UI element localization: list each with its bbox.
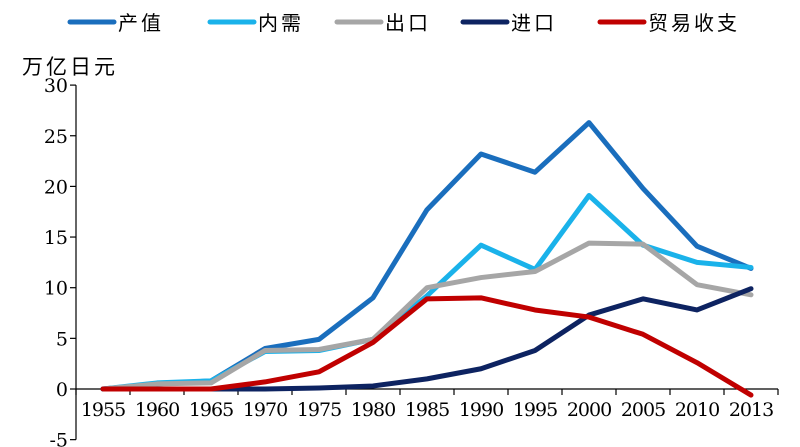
x-tick-label: 1995 <box>513 399 557 421</box>
y-tick-label: 15 <box>44 227 68 249</box>
legend-item: 内需 <box>207 11 304 35</box>
legend-item: 出口 <box>334 11 431 35</box>
legend-item: 产值 <box>67 11 164 35</box>
legend-label: 内需 <box>258 11 304 35</box>
x-tick-label: 1955 <box>81 399 125 421</box>
y-tick-label: 20 <box>44 176 68 198</box>
series-line-0 <box>100 120 754 392</box>
x-tick-label: 2013 <box>729 399 773 421</box>
y-tick-label: 0 <box>56 379 68 401</box>
x-tick-label: 2005 <box>621 399 665 421</box>
axes: -5 0 5 10 15 20 25 30 1955 1960 1965 1970 1975 1980 19… <box>44 75 779 447</box>
x-tick-label: 1975 <box>297 399 341 421</box>
y-tick-label: -5 <box>49 430 68 447</box>
x-tick-label: 1985 <box>405 399 449 421</box>
legend-label: 进口 <box>511 11 557 35</box>
x-tick-label: 2000 <box>567 399 611 421</box>
x-tick-label: 1990 <box>459 399 503 421</box>
y-tick-label: 5 <box>56 328 68 350</box>
x-tick-label: 1965 <box>189 399 233 421</box>
series-line-2 <box>100 240 754 392</box>
series-lines <box>100 120 754 398</box>
legend-label: 产值 <box>118 11 164 35</box>
x-tick-label: 1970 <box>243 399 287 421</box>
x-tick-label: 1960 <box>135 399 179 421</box>
series-line-4 <box>100 295 754 398</box>
legend: 产值 内需 出口 进口 贸易收支 <box>67 11 740 35</box>
legend-label: 出口 <box>385 11 431 35</box>
y-tick-label: 30 <box>44 75 68 97</box>
series-line-1 <box>100 193 754 392</box>
y-tick-label: 10 <box>44 278 68 300</box>
y-tick-label: 25 <box>44 126 68 148</box>
x-tick-label: 1980 <box>351 399 395 421</box>
legend-item: 进口 <box>460 11 557 35</box>
x-tick-label: 2010 <box>675 399 719 421</box>
legend-label: 贸易收支 <box>648 11 740 35</box>
legend-item: 贸易收支 <box>597 11 740 35</box>
y-axis-label: 万亿日元 <box>22 55 118 79</box>
